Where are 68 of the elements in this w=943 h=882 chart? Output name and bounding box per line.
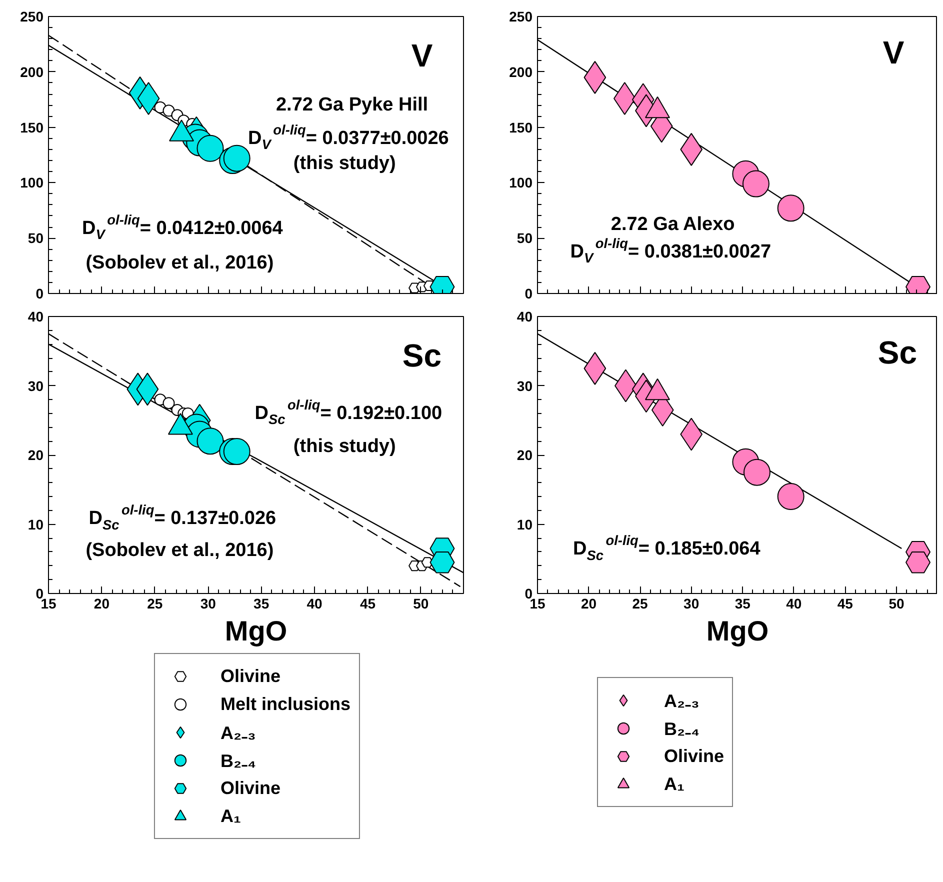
point bbox=[906, 551, 931, 574]
legend-label: Olivine bbox=[220, 666, 281, 686]
legend-label: A₁ bbox=[664, 774, 684, 794]
y-tick-label: 200 bbox=[509, 64, 533, 80]
annotation: Sc bbox=[402, 337, 442, 374]
annotation: (this study) bbox=[293, 436, 396, 458]
point bbox=[430, 551, 455, 574]
y-tick-label: 250 bbox=[509, 8, 533, 24]
x-tick-label: 35 bbox=[254, 596, 270, 612]
x-tick-label: 30 bbox=[200, 596, 216, 612]
x-tick-label: 50 bbox=[413, 596, 429, 612]
annotation: (this study) bbox=[293, 152, 396, 174]
x-tick-label: 35 bbox=[734, 596, 751, 612]
y-tick-label: 100 bbox=[20, 174, 44, 191]
x-axis-title: MgO bbox=[224, 616, 288, 646]
point bbox=[162, 104, 175, 117]
annotation: (Sobolev et al., 2016) bbox=[86, 252, 274, 274]
legend-label: A₁ bbox=[220, 806, 241, 826]
annotation: Sc bbox=[878, 334, 918, 371]
y-tick-label: 20 bbox=[28, 447, 44, 463]
y-tick-label: 0 bbox=[36, 286, 44, 302]
x-tick-label: 30 bbox=[684, 596, 700, 612]
y-tick-label: 200 bbox=[20, 64, 44, 80]
x-axis-title: MgO bbox=[706, 616, 769, 646]
point bbox=[162, 397, 175, 410]
y-tick-label: 150 bbox=[509, 119, 533, 136]
x-tick-label: 40 bbox=[306, 596, 323, 612]
y-tick-label: 100 bbox=[509, 174, 533, 191]
x-tick-label: 50 bbox=[888, 596, 904, 612]
x-tick-label: 40 bbox=[786, 596, 802, 612]
point bbox=[196, 134, 224, 162]
legend-label: A₂₋₃ bbox=[664, 690, 700, 712]
point bbox=[196, 428, 224, 455]
annotation: V bbox=[411, 37, 434, 74]
legend-label: B₂₋₄ bbox=[664, 718, 700, 740]
annotation: V bbox=[882, 34, 905, 71]
point bbox=[777, 483, 804, 510]
y-tick-label: 40 bbox=[28, 308, 44, 324]
y-tick-label: 150 bbox=[20, 119, 44, 136]
y-tick-label: 50 bbox=[28, 230, 44, 246]
annotation: 2.72 Ga Alexo bbox=[610, 214, 735, 235]
y-tick-label: 40 bbox=[516, 308, 533, 324]
point bbox=[743, 458, 770, 486]
x-tick-label: 45 bbox=[360, 596, 376, 612]
y-tick-label: 20 bbox=[516, 447, 533, 463]
point bbox=[223, 144, 250, 172]
y-tick-label: 250 bbox=[20, 8, 44, 24]
y-tick-label: 50 bbox=[516, 230, 533, 246]
legend-label: A₂₋₃ bbox=[220, 722, 256, 744]
y-tick-label: 10 bbox=[516, 516, 533, 532]
y-tick-label: 30 bbox=[28, 378, 44, 394]
x-tick-label: 25 bbox=[632, 596, 648, 612]
point bbox=[777, 194, 804, 222]
legend-label: B₂₋₄ bbox=[220, 750, 256, 772]
x-tick-label: 20 bbox=[580, 596, 597, 612]
point bbox=[742, 170, 770, 198]
y-tick-label: 0 bbox=[524, 286, 533, 302]
x-tick-label: 45 bbox=[837, 596, 854, 612]
legend-label: Olivine bbox=[664, 746, 724, 766]
legend-label: Melt inclusions bbox=[220, 694, 351, 714]
annotation: 2.72 Ga Pyke Hill bbox=[276, 94, 428, 116]
annotation: (Sobolev et al., 2016) bbox=[86, 540, 274, 562]
y-tick-label: 30 bbox=[516, 378, 533, 394]
y-tick-label: 10 bbox=[28, 516, 44, 532]
legend-label: Olivine bbox=[220, 778, 281, 798]
x-tick-label: 25 bbox=[147, 596, 163, 612]
x-tick-label: 20 bbox=[94, 596, 110, 612]
point bbox=[223, 438, 250, 466]
